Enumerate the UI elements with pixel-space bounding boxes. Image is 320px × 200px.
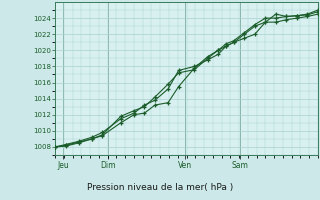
Text: Pression niveau de la mer( hPa ): Pression niveau de la mer( hPa ): [87, 183, 233, 192]
